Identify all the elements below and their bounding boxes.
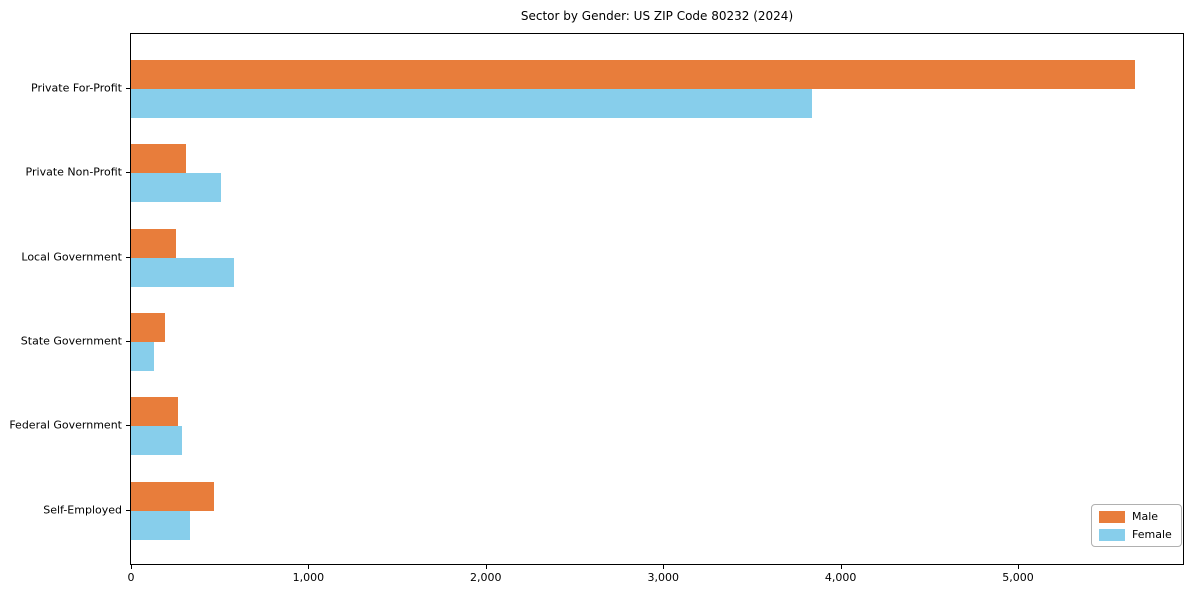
ytick-label: Federal Government [9, 418, 122, 432]
ytick-label: Private Non-Profit [25, 165, 122, 179]
legend-label-male: Male [1132, 510, 1159, 523]
bar-female-federal-government [131, 426, 182, 456]
xtick-mark [1018, 565, 1019, 569]
bar-female-state-government [131, 341, 154, 371]
ytick-label: State Government [20, 334, 122, 348]
ytick-mark [126, 172, 130, 174]
ytick-mark [126, 425, 130, 427]
ytick-mark [126, 88, 130, 89]
bar-male-state-government [131, 312, 166, 342]
xtick-label: 3,000 [647, 571, 679, 584]
legend: Male Female [1091, 504, 1182, 547]
bar-male-federal-government [131, 397, 179, 427]
xtick-mark [485, 565, 487, 569]
xtick-label: 4,000 [824, 571, 857, 584]
xtick-label: 0 [127, 571, 135, 584]
xtick-mark [131, 565, 132, 569]
bar-male-self-employed [131, 481, 214, 511]
xtick-mark [840, 565, 842, 569]
legend-item-female: Female [1099, 528, 1172, 541]
bar-female-self-employed [131, 510, 190, 540]
xtick-label: 1,000 [292, 571, 325, 584]
xtick-label: 2,000 [470, 571, 502, 584]
ytick-label: Local Government [21, 250, 122, 264]
bar-male-private-non-profit [131, 144, 186, 174]
legend-swatch-female-icon [1099, 528, 1125, 541]
legend-item-male: Male [1099, 510, 1172, 523]
ytick-mark [126, 340, 130, 342]
bar-male-local-government [131, 228, 176, 258]
legend-label-female: Female [1132, 528, 1172, 541]
ytick-mark [126, 509, 130, 511]
xtick-mark [308, 565, 310, 569]
xtick-mark [663, 565, 665, 569]
bar-female-private-non-profit [131, 173, 222, 203]
xtick-label: 5,000 [1002, 571, 1034, 584]
bar-male-private-for-profit [131, 60, 1136, 89]
ytick-label: Private For-Profit [31, 81, 122, 95]
chart-title: Sector by Gender: US ZIP Code 80232 (202… [520, 9, 794, 23]
bar-female-private-for-profit [131, 89, 813, 118]
ytick-mark [126, 256, 130, 258]
plot-area [130, 33, 1184, 565]
ytick-label: Self-Employed [43, 503, 122, 516]
bar-female-local-government [131, 257, 234, 287]
legend-swatch-male-icon [1099, 510, 1125, 523]
